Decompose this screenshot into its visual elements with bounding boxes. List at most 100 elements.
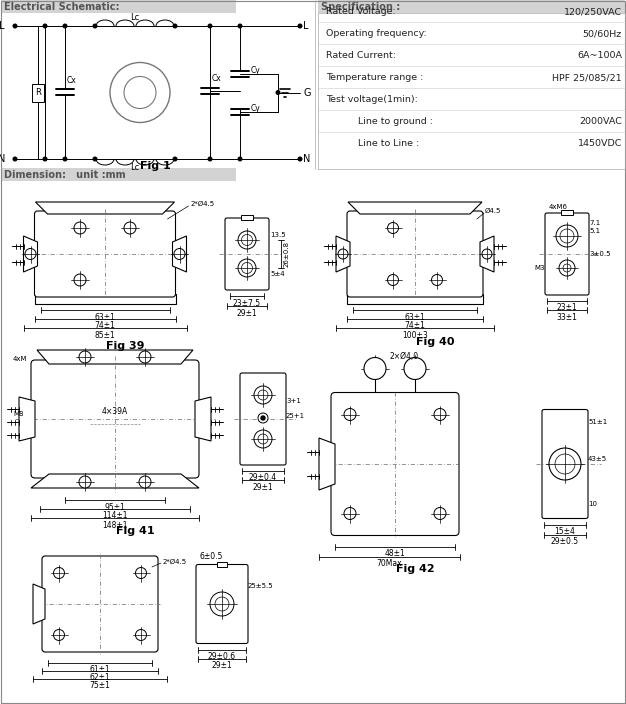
Circle shape: [43, 24, 47, 27]
Bar: [561, 210, 573, 215]
Circle shape: [53, 567, 64, 579]
Bar: [318, 0, 625, 13]
Text: Specification :: Specification :: [321, 1, 400, 11]
Text: 120/250VAC: 120/250VAC: [564, 8, 622, 16]
Circle shape: [238, 231, 256, 249]
Text: 13.5: 13.5: [270, 232, 285, 238]
Text: 2*Ø4.5: 2*Ø4.5: [190, 201, 215, 207]
Circle shape: [13, 157, 17, 161]
Text: Cy: Cy: [251, 104, 261, 113]
Text: 1450VDC: 1450VDC: [578, 139, 622, 149]
Text: 25±5.5: 25±5.5: [248, 583, 274, 589]
Text: Dimension:   unit :mm: Dimension: unit :mm: [4, 170, 126, 180]
Polygon shape: [348, 202, 482, 214]
Text: N: N: [303, 154, 310, 164]
Circle shape: [364, 358, 386, 379]
Text: 29±1: 29±1: [253, 482, 274, 491]
Text: Cy: Cy: [251, 66, 261, 75]
Text: HPF 25/085/21: HPF 25/085/21: [552, 73, 622, 82]
Text: 75±1: 75±1: [90, 681, 110, 691]
Text: 5.1: 5.1: [589, 228, 600, 234]
Text: Lc: Lc: [130, 13, 140, 22]
Text: Rated Voltage:: Rated Voltage:: [326, 8, 396, 16]
Circle shape: [135, 567, 146, 579]
Circle shape: [254, 430, 272, 448]
FancyBboxPatch shape: [196, 565, 248, 643]
Text: Ø4.5: Ø4.5: [485, 208, 501, 214]
Circle shape: [25, 249, 36, 260]
Text: 63±1: 63±1: [404, 313, 426, 322]
Text: 25+1: 25+1: [286, 413, 305, 419]
Circle shape: [208, 24, 212, 27]
FancyBboxPatch shape: [331, 393, 459, 536]
Circle shape: [242, 263, 252, 273]
FancyBboxPatch shape: [31, 360, 199, 478]
Text: Cx: Cx: [67, 76, 77, 85]
Circle shape: [79, 351, 91, 363]
Circle shape: [242, 234, 252, 246]
Circle shape: [549, 448, 581, 480]
Polygon shape: [19, 397, 35, 441]
Bar: [1, 0, 236, 13]
Polygon shape: [195, 397, 211, 441]
Circle shape: [298, 24, 302, 27]
Circle shape: [53, 629, 64, 641]
Circle shape: [238, 259, 256, 277]
Text: 5±4: 5±4: [270, 271, 285, 277]
Text: R: R: [35, 88, 41, 97]
Circle shape: [215, 597, 229, 611]
Bar: [241, 215, 253, 220]
Text: 4xM6: 4xM6: [549, 204, 568, 210]
Circle shape: [261, 416, 265, 420]
Bar: [34, 294, 175, 304]
Circle shape: [173, 157, 177, 161]
Circle shape: [276, 91, 280, 94]
Text: 2000VAC: 2000VAC: [579, 118, 622, 127]
Text: 63±1: 63±1: [95, 313, 115, 322]
Text: 74±1: 74±1: [404, 322, 426, 330]
Circle shape: [434, 408, 446, 420]
Text: Temperature range :: Temperature range :: [326, 73, 423, 82]
Circle shape: [174, 249, 185, 260]
Text: 62±1: 62±1: [90, 674, 110, 682]
Text: Lc: Lc: [130, 163, 140, 172]
Circle shape: [173, 24, 177, 27]
Text: Fig 42: Fig 42: [396, 565, 434, 574]
Text: M8: M8: [13, 411, 24, 417]
Bar: [217, 562, 227, 567]
Circle shape: [63, 24, 67, 27]
Text: M3: M3: [535, 265, 545, 271]
Polygon shape: [173, 236, 187, 272]
Circle shape: [555, 454, 575, 474]
Polygon shape: [24, 236, 38, 272]
Circle shape: [208, 157, 212, 161]
Circle shape: [93, 157, 97, 161]
FancyBboxPatch shape: [347, 211, 483, 297]
FancyBboxPatch shape: [225, 218, 269, 290]
Circle shape: [239, 24, 242, 27]
Polygon shape: [36, 202, 175, 214]
FancyBboxPatch shape: [34, 211, 175, 297]
Circle shape: [239, 157, 242, 161]
Circle shape: [434, 508, 446, 520]
Text: Fig 1: Fig 1: [140, 161, 170, 171]
Text: 7.1: 7.1: [589, 220, 600, 226]
Circle shape: [79, 476, 91, 488]
Circle shape: [139, 476, 151, 488]
Circle shape: [74, 222, 86, 234]
Circle shape: [431, 275, 443, 286]
Text: 148±1: 148±1: [102, 520, 128, 529]
Text: Fig 41: Fig 41: [116, 526, 155, 536]
Text: G: G: [303, 87, 310, 97]
Text: 85±1: 85±1: [95, 330, 115, 339]
Circle shape: [482, 249, 492, 259]
Text: 29±1: 29±1: [212, 661, 232, 670]
Text: 10: 10: [588, 501, 597, 508]
Text: Test voltage(1min):: Test voltage(1min):: [326, 96, 418, 104]
Polygon shape: [319, 438, 335, 490]
Text: 43±5: 43±5: [588, 456, 607, 462]
Circle shape: [258, 434, 268, 444]
Circle shape: [338, 249, 348, 259]
Text: L: L: [0, 21, 5, 31]
Bar: [347, 294, 483, 304]
